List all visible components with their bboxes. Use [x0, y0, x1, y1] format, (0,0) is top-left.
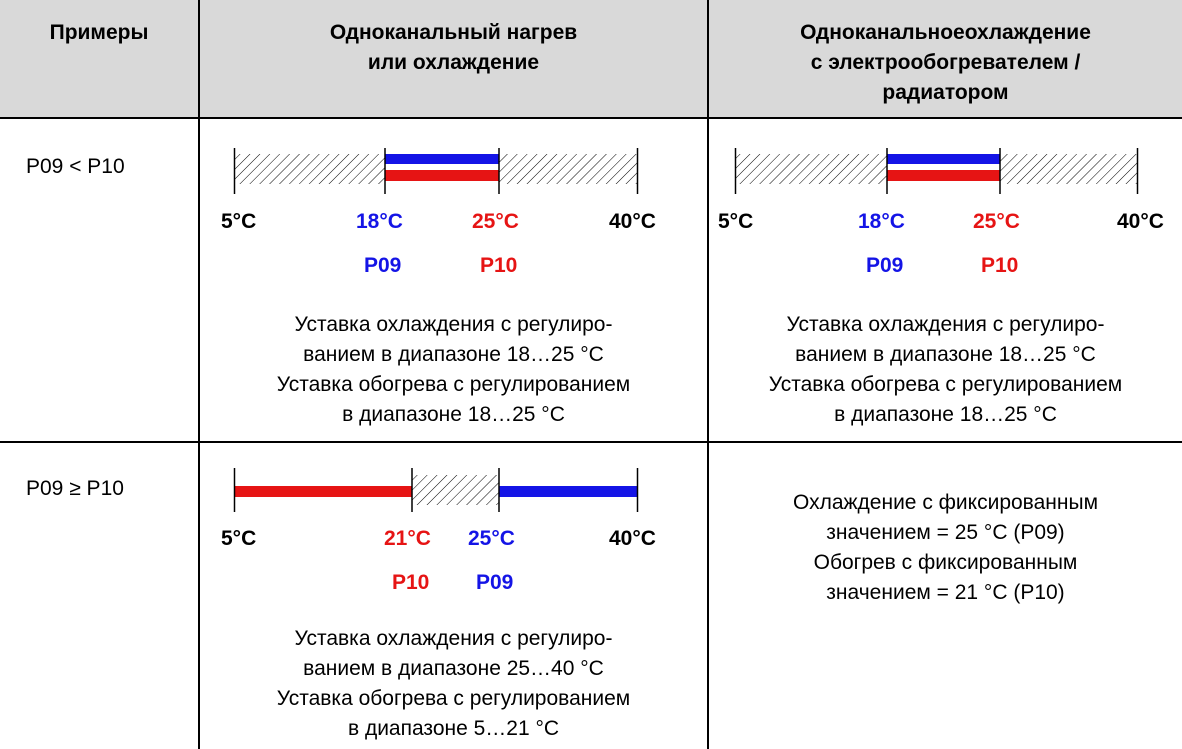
cooling-band — [887, 154, 1000, 164]
header-examples: Примеры — [49, 21, 149, 44]
temperature-scale — [233, 148, 639, 194]
param-label: P09 — [364, 254, 402, 277]
tick-label: 40°C — [609, 210, 656, 233]
tick-label: 5°C — [221, 210, 257, 233]
setpoint-description: Уставка охлаждения с регулиро- ванием в … — [276, 627, 631, 740]
param-label: P10 — [392, 571, 430, 594]
tick-label: 18°C — [858, 210, 905, 233]
tick-label: 25°C — [472, 210, 519, 233]
tick-label: 5°C — [718, 210, 754, 233]
cooling-band — [499, 486, 638, 497]
heating-band — [887, 170, 1000, 181]
inactive-zone — [1000, 154, 1138, 184]
setpoint-description: Уставка охлаждения с регулиро- ванием в … — [276, 313, 631, 426]
param-label: P10 — [480, 254, 518, 277]
header-divider — [0, 117, 1182, 119]
temperature-scale — [233, 468, 639, 512]
header-single-channel: Одноканальный нагрев или охлаждение — [329, 21, 578, 74]
tick-label: 40°C — [1117, 210, 1164, 233]
row-divider — [0, 441, 1182, 443]
header-single-channel-cooling-heater: Одноканальноеохлаждение с электрообогрев… — [800, 21, 1091, 104]
tick-label: 18°C — [356, 210, 403, 233]
heating-band — [385, 170, 499, 181]
fixed-value-description: Охлаждение с фиксированным значением = 2… — [792, 491, 1099, 604]
param-label: P09 — [866, 254, 904, 277]
inactive-zone — [735, 154, 887, 184]
temperature-scale — [734, 148, 1139, 194]
tick-label: 5°C — [221, 527, 257, 550]
column-divider — [198, 0, 200, 749]
setpoint-description: Уставка охлаждения с регулиро- ванием в … — [768, 313, 1123, 426]
inactive-zone — [234, 154, 385, 184]
row-label-p09-gte-p10: P09 ≥ P10 — [26, 477, 124, 500]
inactive-zone — [499, 154, 638, 184]
column-divider — [707, 0, 709, 749]
tick-label: 40°C — [609, 527, 656, 550]
tick-label: 25°C — [468, 527, 515, 550]
table-header — [0, 0, 1182, 118]
heating-band — [234, 486, 412, 497]
row-label-p09-less-p10: P09 < P10 — [26, 155, 125, 178]
tick-label: 21°C — [384, 527, 431, 550]
tick-label: 25°C — [973, 210, 1020, 233]
inactive-zone — [412, 475, 499, 505]
param-label: P09 — [476, 571, 514, 594]
cooling-band — [385, 154, 499, 164]
param-label: P10 — [981, 254, 1019, 277]
